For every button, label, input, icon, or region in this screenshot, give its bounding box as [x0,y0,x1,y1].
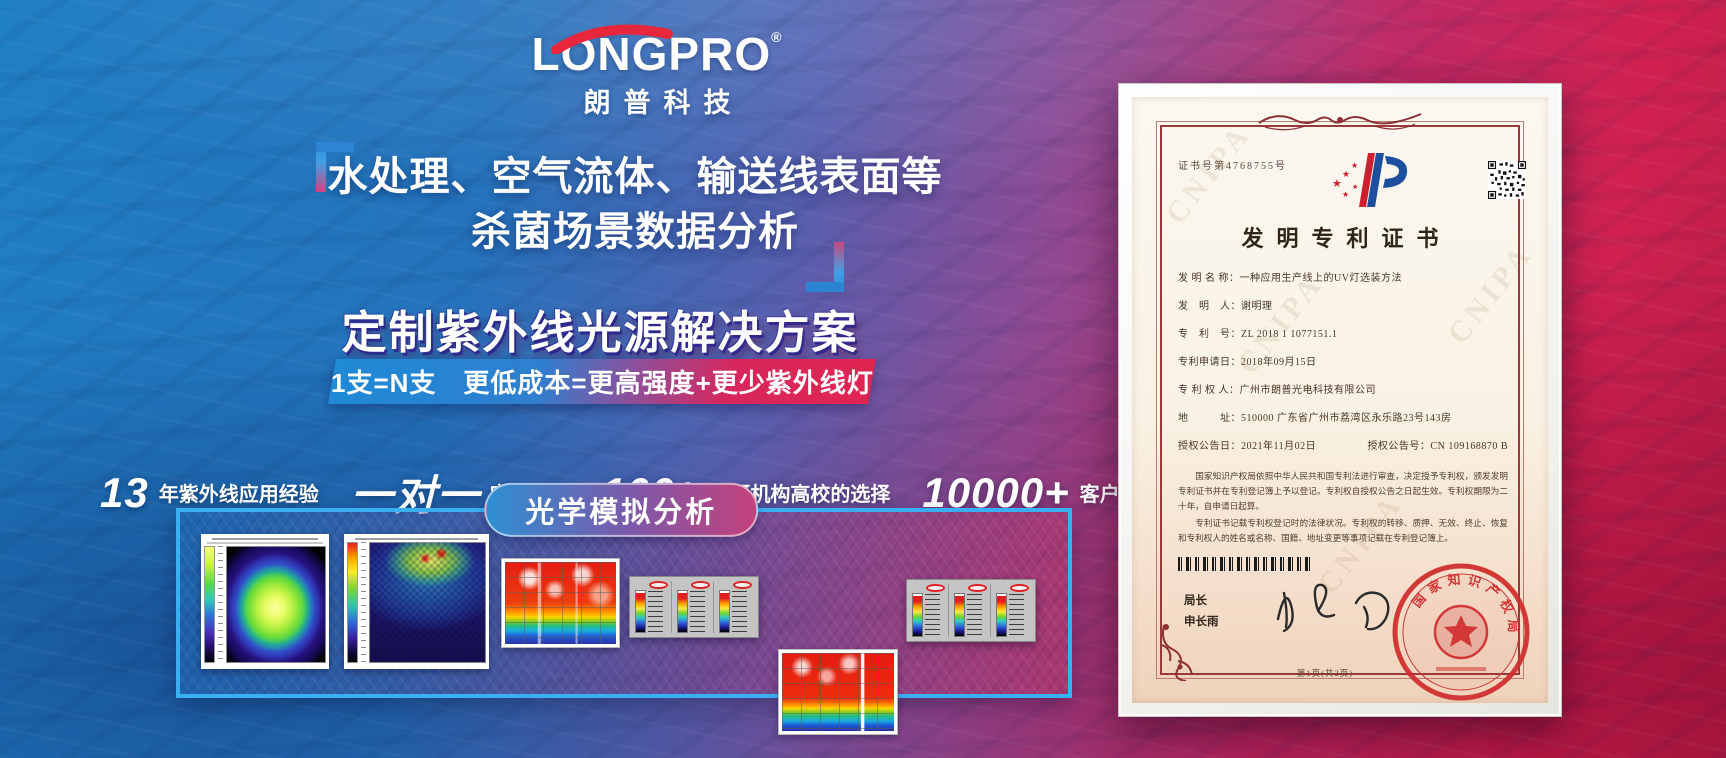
signer-block: 局长 申长雨 [1184,591,1219,633]
rainbow-colorbar-icon [635,590,646,633]
max-value-ellipse-icon [1010,584,1029,592]
rainbow-colorbar-icon [996,593,1007,637]
boilerplate-paragraph-1: 国家知识产权局依照中华人民共和国专利法进行审查，决定授予专利权，颁发发明专利证书… [1178,471,1508,511]
dose-colorbar-legend-1 [629,576,759,638]
stat-value: 10000+ [922,468,1070,516]
axis-ticks [218,546,223,663]
signer-name: 申长雨 [1184,616,1219,628]
uv-irradiance-scatter-map [344,534,489,669]
rainbow-colorbar-icon [954,593,965,637]
certificate-page-footer: 第1页(共2页) [1296,668,1354,678]
headline-line1: 水处理、空气流体、输送线表面等 [327,155,943,199]
rainbow-colorbar-icon [677,590,688,633]
svg-text:★: ★ [1352,183,1358,191]
solution-title: 定制紫外线光源解决方案 [341,307,859,358]
axis-ticks [361,542,366,663]
field-invention-name: 发 明 名 称：一种应用生产线上的UV灯选装方法 [1178,273,1402,284]
brand-chinese-name: 朗普科技 [583,88,744,119]
registered-trademark-icon: ® [771,29,783,45]
colorbar-column [910,584,949,637]
value-ticks [690,591,705,633]
dose-colorbar-legend-2 [906,579,1036,642]
colorbar-icon [204,546,215,663]
plot-title-microtext [355,538,478,540]
value-ticks [648,591,663,633]
max-value-ellipse-icon [926,584,945,592]
solution-subtitle-ribbon: 1支=N支 更低成本=更高强度+更少紫外线灯 [328,359,876,404]
signature-handwritten-icon [1276,583,1390,633]
field-inventor: 发 明 人：谢明理 [1178,301,1273,312]
max-value-ellipse-icon [691,581,710,589]
cnipa-logo-icon: ★ ★ ★ ★ ★ [1332,153,1408,207]
barcode-icon [1178,557,1310,571]
patent-certificate-frame: CNIPA CNIPA CNIPA CNIPA 证书号第4768755号 ★ ★… [1118,83,1562,717]
certificate-number: 证书号第4768755号 [1178,161,1287,172]
value-ticks [1009,594,1024,637]
optical-simulation-panel: 光学模拟分析 [176,482,1072,735]
svg-text:★: ★ [1351,161,1358,170]
qr-code-icon [1488,161,1526,199]
colorbar-column [675,581,714,633]
max-value-ellipse-icon [968,584,987,592]
certificate-boilerplate: 国家知识产权局依照中华人民共和国专利法进行审查，决定授予专利权，颁发发明专利证书… [1178,469,1508,549]
brand-logo: LONGPRO® 朗普科技 [492,24,822,120]
field-grant-line: 授权公告日：2021年11月02日 授权公告号：CN 109168870 B [1178,433,1508,461]
field-address: 地 址：510000 广东省广州市荔湾区永乐路23号143房 [1178,413,1452,424]
patent-certificate: CNIPA CNIPA CNIPA CNIPA 证书号第4768755号 ★ ★… [1132,97,1548,703]
headline: 水处理、空气流体、输送线表面等 杀菌场景数据分析 [0,142,1270,292]
stat-label: 年紫外线应用经验 [158,484,319,506]
colorbar-column [952,584,991,637]
field-patent-number: 专 利 号：ZL 2018 1 1077151.1 [1178,329,1338,340]
surface-dose-heatmap-2 [778,649,898,735]
optical-simulation-tab: 光学模拟分析 [484,482,759,537]
value-ticks [967,594,982,637]
contour-blob-plot [226,546,326,663]
official-red-seal-icon: 国家知识产权局 [1392,563,1530,701]
boilerplate-paragraph-2: 专利证书记载专利权登记时的法律状况。专利权的转移、质押、无效、终止、恢复和专利权… [1178,518,1508,544]
headline-line2: 杀菌场景数据分析 [471,210,799,254]
value-ticks [732,591,747,633]
colorbar-column [717,581,755,633]
beam-irradiance-contour-map [201,534,329,669]
ornamental-flourish-corner-icon [1161,624,1193,681]
svg-text:★: ★ [1342,190,1349,199]
signer-title: 局长 [1184,595,1207,607]
rainbow-colorbar-icon [912,593,923,637]
ornamental-flourish-top-icon [1258,113,1422,131]
field-grant-date: 授权公告日：2021年11月02日 [1178,441,1317,452]
stat-value: 13 [100,468,149,516]
max-value-ellipse-icon [733,581,752,589]
stat-experience: 13 年紫外线应用经验 [100,469,319,517]
rainbow-colorbar-icon [719,590,730,633]
cnipa-watermark: CNIPA [1159,117,1258,231]
plot-title-microtext [212,538,318,540]
svg-text:★: ★ [1332,178,1342,190]
value-ticks [925,594,940,637]
field-grant-number: 授权公告号：CN 109168870 B [1367,441,1508,452]
surface-dose-heatmap-1 [501,558,620,648]
colorbar-icon [347,542,358,663]
colorbar-column [994,584,1032,637]
logo-swoosh-icon [551,24,673,54]
certificate-title: 发明专利证书 [1241,226,1452,251]
quote-bracket-top-left-icon [316,142,354,192]
field-filing-date: 专利申请日：2018年09月15日 [1178,357,1317,368]
plot-subtitle-microtext [207,542,323,544]
certificate-fields: 发 明 名 称：一种应用生产线上的UV灯选装方法 发 明 人：谢明理 专 利 号… [1178,265,1508,461]
quote-bracket-bottom-right-icon [806,242,844,292]
solution-subtitle: 1支=N支 更低成本=更高强度+更少紫外线灯 [330,368,874,398]
noisy-irradiance-plot [369,542,486,663]
field-patentee: 专 利 权 人：广州市朗普光电科技有限公司 [1178,385,1376,396]
max-value-ellipse-icon [649,581,668,589]
colorbar-column [633,581,672,633]
svg-text:★: ★ [1342,169,1350,179]
